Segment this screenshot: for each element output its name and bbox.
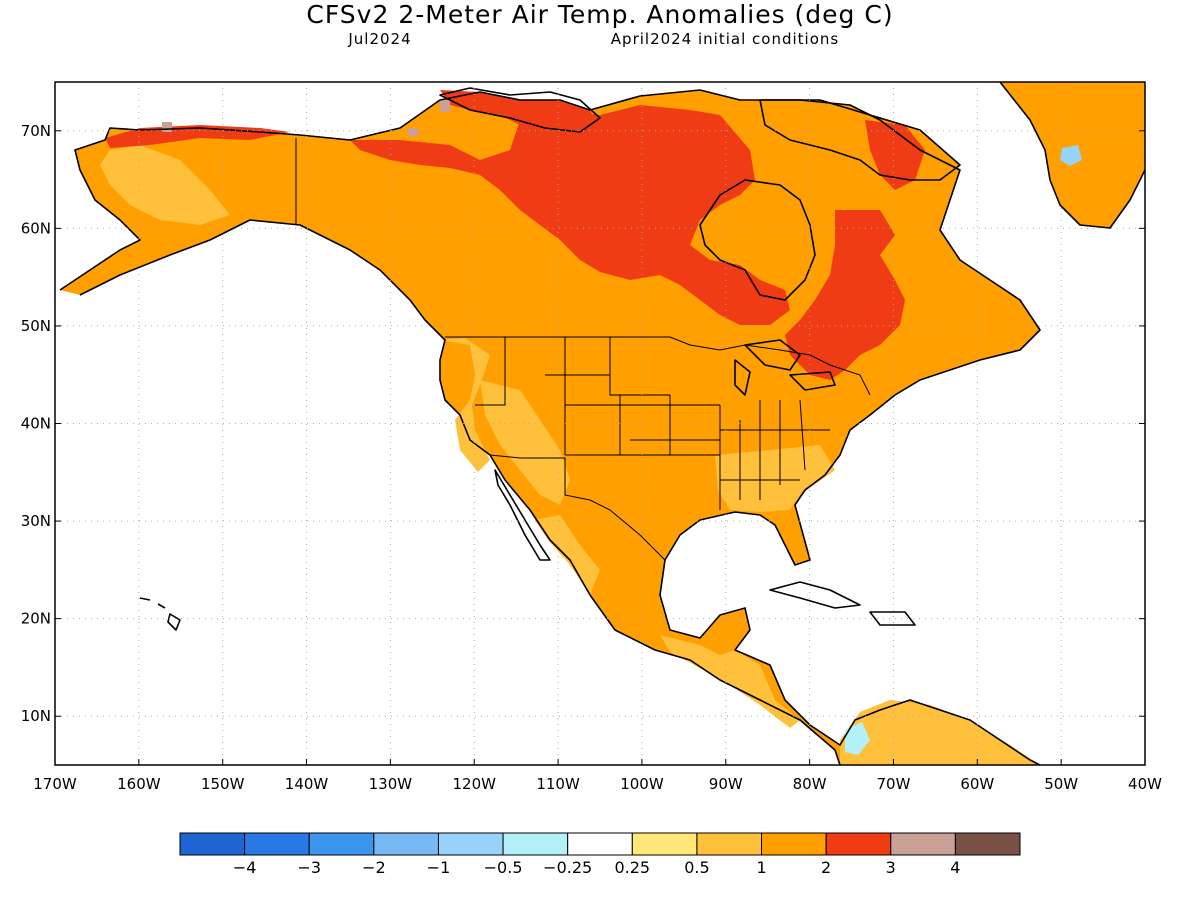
lat-tick-label: 20N xyxy=(21,610,51,628)
border-us-canada xyxy=(445,336,871,396)
colorbar-swatch xyxy=(890,832,956,856)
map-title: CFSv2 2-Meter Air Temp. Anomalies (deg C… xyxy=(306,0,894,29)
colorbar-tick-label: −0.25 xyxy=(543,858,592,877)
colorbar-tick-label: 0.5 xyxy=(684,858,709,877)
coastline-great-lakes xyxy=(734,339,836,396)
colorbar-labels: −4 −3 −2 −1 −0.5 −0.25 0.25 0.5 1 2 3 4 xyxy=(233,858,961,877)
colorbar-swatch xyxy=(954,832,1021,856)
colorbar-tick-label: −4 xyxy=(233,858,257,877)
colorbar-swatch xyxy=(179,832,246,856)
colorbar-tick-label: −2 xyxy=(362,858,386,877)
region-central-canada-arctic xyxy=(350,105,790,325)
lat-tick-label: 30N xyxy=(21,512,51,530)
colorbar xyxy=(179,832,1021,856)
lon-tick-label: 100W xyxy=(620,775,664,793)
colorbar-swatch xyxy=(631,832,698,856)
coastline-hispaniola xyxy=(869,611,916,626)
lon-tick-label: 150W xyxy=(201,775,245,793)
colorbar-swatch xyxy=(244,832,310,856)
region-baffin-red xyxy=(865,120,925,190)
coastline-cuba xyxy=(769,581,861,609)
lon-tick-label: 70W xyxy=(877,775,911,793)
region-quebec-labrador xyxy=(785,210,905,380)
colorbar-swatch xyxy=(761,832,827,856)
coastlines xyxy=(59,81,1146,766)
region-central-america xyxy=(660,635,800,728)
region-arctic-warm-spot-2 xyxy=(162,122,172,132)
lat-tick-label: 50N xyxy=(21,317,51,335)
coastline-pacific xyxy=(79,219,841,766)
coastline-baja xyxy=(494,469,551,561)
coastline-hudson-bay xyxy=(699,179,816,301)
region-alaska-interior xyxy=(100,145,230,225)
anomaly-shading xyxy=(60,82,1145,765)
colorbar-swatch xyxy=(308,832,375,856)
lat-tick-label: 60N xyxy=(21,219,51,237)
colorbar-tick-label: 2 xyxy=(821,858,831,877)
region-pacific-coast-us xyxy=(440,338,490,472)
colorbar-tick-label: −1 xyxy=(427,858,451,877)
coastline-greenland xyxy=(999,81,1146,229)
coastline-hawaii xyxy=(139,597,181,631)
region-arctic-warm-spot-3 xyxy=(408,128,418,136)
lon-tick-label: 120W xyxy=(452,775,496,793)
colorbar-swatch xyxy=(825,832,892,856)
political-borders xyxy=(295,138,871,561)
colorbar-tick-label: −3 xyxy=(297,858,321,877)
state-lines xyxy=(475,337,830,510)
region-northern-mexico-west xyxy=(535,515,600,595)
region-greenland-cold-spot xyxy=(1060,145,1082,166)
latitude-ticks: 70N 60N 50N 40N 30N 20N 10N xyxy=(21,122,1145,725)
lon-tick-label: 60W xyxy=(960,775,994,793)
lat-tick-label: 10N xyxy=(21,707,51,725)
colorbar-tick-label: 4 xyxy=(950,858,960,877)
coastline-baffin-island xyxy=(759,99,961,181)
lon-tick-label: 170W xyxy=(33,775,77,793)
lat-tick-label: 70N xyxy=(21,122,51,140)
region-arctic-islands-north xyxy=(440,90,600,140)
region-southeast-us xyxy=(715,445,835,512)
lon-tick-label: 50W xyxy=(1044,775,1078,793)
colorbar-swatch xyxy=(567,832,633,856)
valid-month-label: Jul2024 xyxy=(348,30,412,48)
coastline-north-america xyxy=(59,89,1041,766)
lon-tick-label: 130W xyxy=(369,775,413,793)
colorbar-swatch xyxy=(502,832,569,856)
region-arctic-warm-spot-1 xyxy=(440,100,450,112)
lon-tick-label: 160W xyxy=(117,775,161,793)
lon-tick-label: 140W xyxy=(285,775,329,793)
colorbar-tick-label: 0.25 xyxy=(614,858,650,877)
colorbar-swatch xyxy=(696,832,763,856)
colorbar-swatch xyxy=(373,832,439,856)
colorbar-tick-label: 3 xyxy=(886,858,896,877)
coastline-arctic-islands xyxy=(439,87,601,133)
longitude-ticks: 170W 160W 150W 140W 130W 120W 110W 100W 90W 80W 70… xyxy=(33,759,1162,793)
colorbar-tick-label: 1 xyxy=(756,858,766,877)
lon-tick-label: 90W xyxy=(709,775,743,793)
lat-tick-label: 40N xyxy=(21,415,51,433)
colorbar-tick-label: −0.5 xyxy=(484,858,523,877)
border-us-mexico xyxy=(489,454,666,561)
region-north-america-land xyxy=(60,90,1040,765)
lon-tick-label: 110W xyxy=(536,775,580,793)
lon-tick-label: 40W xyxy=(1128,775,1162,793)
initial-conditions-label: April2024 initial conditions xyxy=(610,30,840,48)
region-colombia-coast-cold xyxy=(845,722,870,755)
region-desert-southwest xyxy=(480,380,570,505)
lon-tick-label: 80W xyxy=(793,775,827,793)
colorbar-swatch xyxy=(437,832,504,856)
